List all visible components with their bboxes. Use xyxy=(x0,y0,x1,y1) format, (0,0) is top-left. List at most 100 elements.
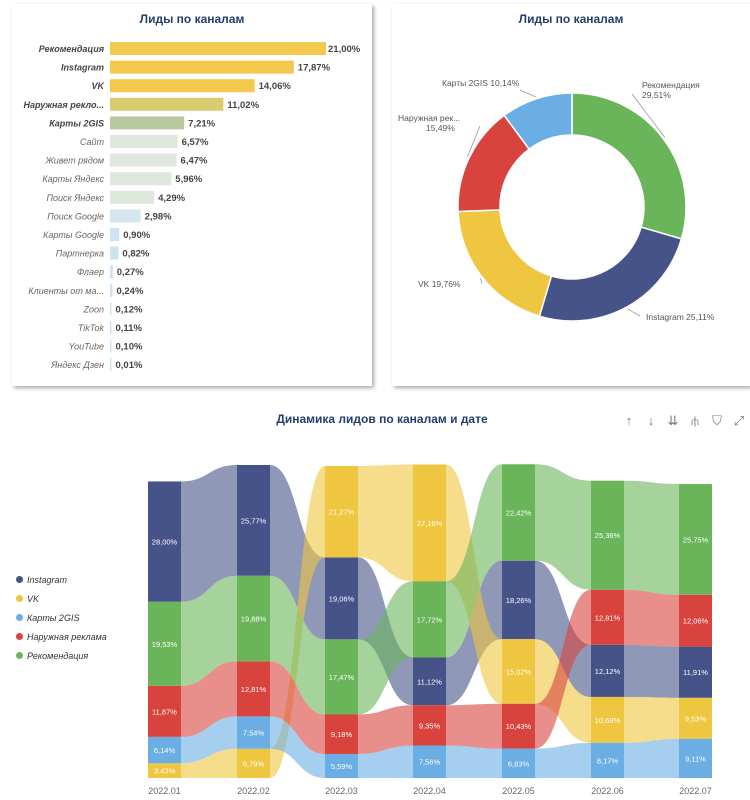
ribbon-column-segment[interactable] xyxy=(325,557,358,640)
donut-slice[interactable] xyxy=(538,226,683,322)
bar[interactable] xyxy=(110,265,113,279)
ribbon-band[interactable] xyxy=(181,465,237,602)
ribbon-column-segment[interactable] xyxy=(413,745,446,778)
donut-slice[interactable] xyxy=(457,209,553,318)
bar-row: Флаер 0,27% xyxy=(77,265,144,279)
focus-mode-icon[interactable]: ⤢ xyxy=(733,413,745,428)
ribbon-column-segment[interactable] xyxy=(325,753,358,778)
ribbon-column-segment[interactable] xyxy=(591,696,624,743)
bar[interactable] xyxy=(110,79,255,93)
bar[interactable] xyxy=(110,209,141,223)
ribbon-column-segment[interactable] xyxy=(148,736,181,764)
ribbon-column-segment[interactable] xyxy=(237,716,270,749)
ribbon-column-segment[interactable] xyxy=(591,480,624,590)
ribbon-column-segment[interactable] xyxy=(679,594,712,647)
ribbon-band[interactable] xyxy=(535,560,591,697)
bar[interactable] xyxy=(110,190,155,204)
ribbon-band[interactable] xyxy=(181,716,237,764)
ribbon-column-segment[interactable] xyxy=(237,661,270,717)
ribbon-column-segment[interactable] xyxy=(591,589,624,645)
legend-item[interactable]: Карты 2GIS xyxy=(16,608,107,627)
ribbon-data-label: 12,12% xyxy=(595,667,621,676)
ribbon-band[interactable] xyxy=(535,742,591,778)
ribbon-column-segment[interactable] xyxy=(325,465,358,558)
bar[interactable] xyxy=(110,321,112,334)
donut-slice[interactable] xyxy=(571,92,687,240)
donut-slice[interactable] xyxy=(503,92,573,151)
ribbon-column-segment[interactable] xyxy=(502,703,535,749)
bar[interactable] xyxy=(110,60,294,74)
ribbon-column-segment[interactable] xyxy=(679,697,712,739)
ribbon-column-segment[interactable] xyxy=(325,714,358,754)
legend-item[interactable]: Рекомендация xyxy=(16,646,107,665)
double-arrow-down-icon[interactable]: ⇊ xyxy=(667,413,679,428)
ribbon-data-label: 7,54% xyxy=(243,729,265,738)
ribbon-band[interactable] xyxy=(358,745,413,778)
filter-icon[interactable]: ⛉ xyxy=(712,413,722,428)
ribbon-band[interactable] xyxy=(270,465,325,640)
ribbon-column-segment[interactable] xyxy=(502,464,535,561)
ribbon-column-segment[interactable] xyxy=(413,705,446,746)
ribbon-band[interactable] xyxy=(270,661,325,754)
ribbon-band[interactable] xyxy=(358,464,413,582)
arrow-up-icon[interactable]: ↑ xyxy=(625,413,633,428)
ribbon-band[interactable] xyxy=(446,745,502,778)
legend-item[interactable]: Instagram xyxy=(16,570,107,589)
ribbon-column-segment[interactable] xyxy=(679,484,712,595)
ribbon-band[interactable] xyxy=(624,589,679,647)
ribbon-column-segment[interactable] xyxy=(591,742,624,778)
ribbon-column-segment[interactable] xyxy=(148,763,181,778)
ribbon-band[interactable] xyxy=(446,464,502,658)
bar[interactable] xyxy=(110,228,120,241)
ribbon-column-segment[interactable] xyxy=(679,646,712,698)
ribbon-column-segment[interactable] xyxy=(325,639,358,715)
bar[interactable] xyxy=(110,339,112,353)
ribbon-column-segment[interactable] xyxy=(679,738,712,778)
bar[interactable] xyxy=(110,358,112,372)
ribbon-column-segment[interactable] xyxy=(148,685,181,737)
ribbon-column-segment[interactable] xyxy=(237,465,270,576)
bar[interactable] xyxy=(110,135,178,148)
ribbon-band[interactable] xyxy=(358,581,413,715)
ribbon-column-segment[interactable] xyxy=(413,464,446,582)
ribbon-band[interactable] xyxy=(624,480,679,595)
ribbon-column-segment[interactable] xyxy=(237,748,270,778)
ribbon-data-label: 15,02% xyxy=(506,667,532,676)
bar[interactable] xyxy=(110,42,326,55)
legend-marker xyxy=(16,633,23,640)
bar[interactable] xyxy=(110,246,119,260)
legend-item[interactable]: Наружная реклама xyxy=(16,627,107,646)
bar[interactable] xyxy=(110,302,112,316)
ribbon-band[interactable] xyxy=(446,703,502,749)
bar[interactable] xyxy=(110,116,185,130)
ribbon-band[interactable] xyxy=(181,575,237,686)
bar-row: Instagram 17,87% xyxy=(61,60,331,74)
ribbon-column-segment[interactable] xyxy=(413,657,446,706)
bar[interactable] xyxy=(110,97,224,111)
expand-hierarchy-icon[interactable]: ⫛ xyxy=(691,413,699,428)
ribbon-column-segment[interactable] xyxy=(502,639,535,704)
arrow-down-icon[interactable]: ↓ xyxy=(647,413,655,428)
ribbon-band[interactable] xyxy=(181,661,237,737)
ribbon-band[interactable] xyxy=(624,696,679,743)
ribbon-band[interactable] xyxy=(358,705,413,754)
ribbon-band[interactable] xyxy=(535,464,591,590)
ribbon-band[interactable] xyxy=(624,644,679,698)
ribbon-band[interactable] xyxy=(181,748,237,778)
ribbon-column-segment[interactable] xyxy=(413,581,446,658)
ribbon-column-segment[interactable] xyxy=(502,560,535,640)
ribbon-band[interactable] xyxy=(535,589,591,749)
ribbon-column-segment[interactable] xyxy=(148,481,181,602)
ribbon-column-segment[interactable] xyxy=(591,644,624,697)
ribbon-column-segment[interactable] xyxy=(237,575,270,662)
ribbon-column-segment[interactable] xyxy=(502,748,535,778)
ribbon-band[interactable] xyxy=(270,716,325,778)
ribbon-band[interactable] xyxy=(270,575,325,715)
bar[interactable] xyxy=(110,153,177,167)
ribbon-band[interactable] xyxy=(624,738,679,778)
bar[interactable] xyxy=(110,283,113,297)
ribbon-column-segment[interactable] xyxy=(148,601,181,686)
bar-row: Рекомендация 21,00% xyxy=(39,42,361,55)
bar[interactable] xyxy=(110,172,172,186)
legend-item[interactable]: VK xyxy=(16,589,107,608)
